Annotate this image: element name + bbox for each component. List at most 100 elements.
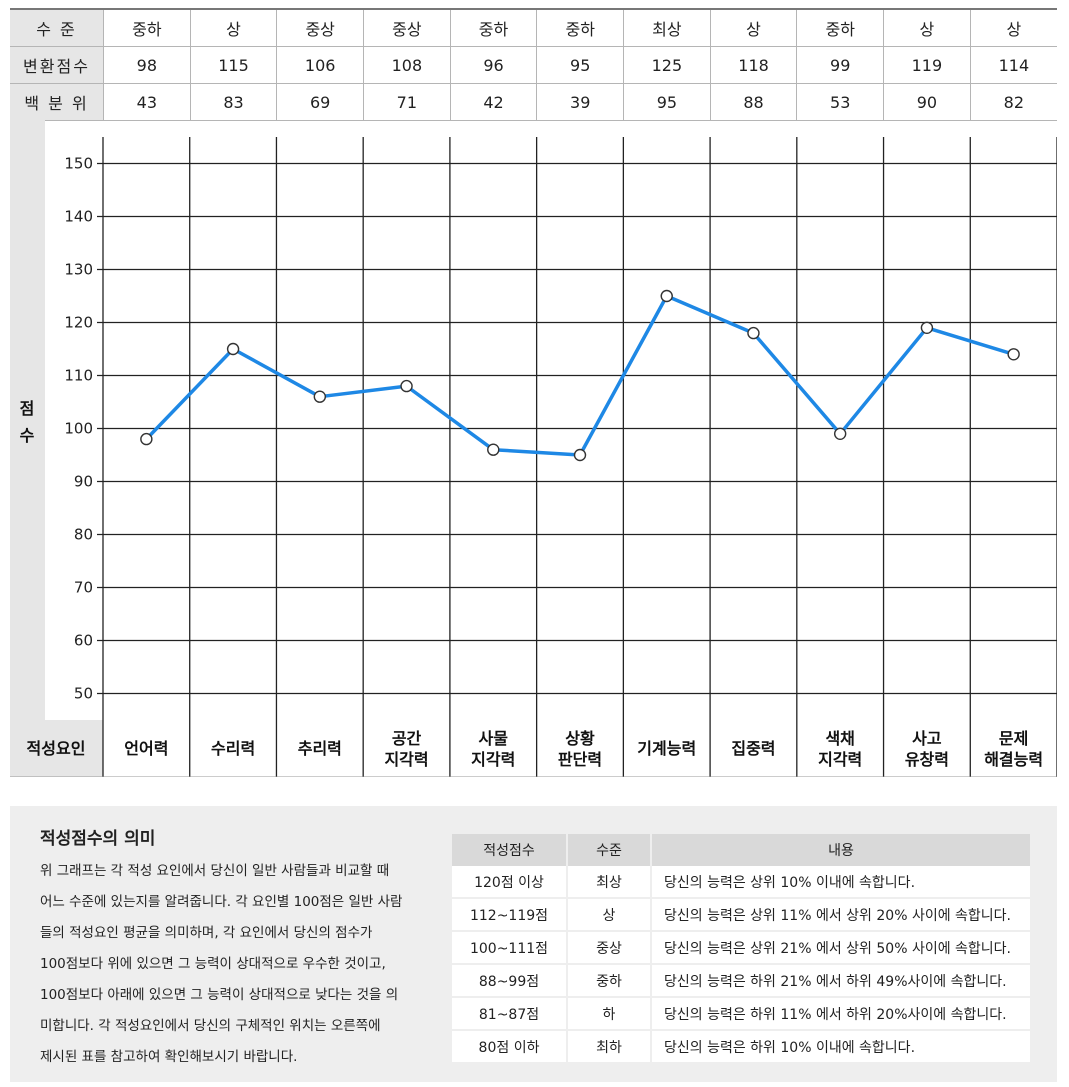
category-label: 수리력 <box>211 739 255 758</box>
level-cell: 상 <box>190 8 278 47</box>
score-cell: 119 <box>883 46 971 84</box>
info-text-line: 위 그래프는 각 적성 요인에서 당신이 일반 사람들과 비교할 때 <box>40 863 390 879</box>
level-table-row: 81~87점 하 당신의 능력은 하위 11% 에서 하위 20%사이에 속합니다. <box>452 997 1030 1031</box>
level-table-header: 수준 <box>567 834 652 866</box>
category-label: 상황 <box>565 729 595 748</box>
y-tick-label: 150 <box>64 155 93 173</box>
y-tick-label: 140 <box>64 208 93 226</box>
level-cell: 중상 <box>276 8 365 47</box>
description-cell: 당신의 능력은 하위 11% 에서 하위 20%사이에 속합니다. <box>651 997 1030 1031</box>
info-text-line: 100점보다 아래에 있으면 그 능력이 상대적으로 낮다는 것을 의 <box>40 987 399 1003</box>
level-cell: 중하 <box>450 8 538 47</box>
category-label: 유창력 <box>905 750 949 769</box>
category-label: 문제 <box>999 729 1028 748</box>
score-range-cell: 112~119점 <box>452 898 568 932</box>
score-cell: 108 <box>363 46 451 84</box>
percentile-cell: 39 <box>536 83 625 121</box>
description-cell: 당신의 능력은 상위 11% 에서 상위 20% 사이에 속합니다. <box>651 898 1030 932</box>
category-label: 지각력 <box>818 750 862 769</box>
description-cell: 당신의 능력은 하위 10% 이내에 속합니다. <box>651 1030 1030 1064</box>
percentile-cell: 83 <box>190 83 278 121</box>
level-cell: 최상 <box>623 8 711 47</box>
score-cell: 98 <box>103 46 191 84</box>
category-label: 집중력 <box>731 739 775 758</box>
category-label: 언어력 <box>124 739 168 758</box>
score-cell: 95 <box>536 46 625 84</box>
ylabel-band <box>10 117 45 777</box>
level-cell: 중하 <box>536 8 625 47</box>
score-range-cell: 100~111점 <box>452 931 568 965</box>
description-cell: 당신의 능력은 하위 21% 에서 하위 49%사이에 속합니다. <box>651 964 1030 998</box>
info-text: 위 그래프는 각 적성 요인에서 당신이 일반 사람들과 비교할 때 어느 수준에… <box>40 856 440 1073</box>
score-cell: 114 <box>970 46 1057 84</box>
data-point <box>226 342 240 356</box>
category-row-bg <box>103 720 1057 777</box>
level-cell: 상 <box>710 8 798 47</box>
info-text-line: 들의 적성요인 평균을 의미하며, 각 요인에서 당신의 점수가 <box>40 925 373 941</box>
level-cell: 하 <box>567 997 652 1031</box>
summary-row-score: 변환점수 98 115 106 108 96 95 125 118 99 119 114 <box>10 46 1057 84</box>
level-cell: 상 <box>970 8 1057 47</box>
percentile-cell: 53 <box>796 83 885 121</box>
score-cell: 96 <box>450 46 538 84</box>
category-label: 해결능력 <box>984 750 1043 769</box>
level-table-row: 112~119점 상 당신의 능력은 상위 11% 에서 상위 20% 사이에 속합… <box>452 898 1030 932</box>
y-tick-label: 100 <box>64 420 93 438</box>
level-table-row: 100~111점 중상 당신의 능력은 상위 21% 에서 상위 50% 사이에 속… <box>452 931 1030 965</box>
data-point <box>573 448 587 462</box>
y-axis-label: 점 <box>20 399 35 418</box>
score-cell: 125 <box>623 46 711 84</box>
level-table: 적성점수 수준 내용 120점 이상 최상 당신의 능력은 상위 10% 이내에 속합니… <box>452 834 1030 1064</box>
description-cell: 당신의 능력은 상위 10% 이내에 속합니다. <box>651 866 1030 899</box>
level-cell: 중하 <box>567 964 652 998</box>
level-table-header: 적성점수 <box>452 834 568 866</box>
category-label: 지각력 <box>471 750 515 769</box>
level-cell: 중상 <box>363 8 451 47</box>
category-label: 사고 <box>912 729 942 748</box>
score-range-cell: 81~87점 <box>452 997 568 1031</box>
data-point <box>140 432 153 446</box>
y-tick-label: 120 <box>64 314 93 332</box>
score-range-cell: 120점 이상 <box>452 866 568 899</box>
score-cell: 106 <box>276 46 365 84</box>
row-header-level: 수 준 <box>10 8 104 47</box>
level-cell: 중하 <box>796 8 885 47</box>
level-table-row: 88~99점 중하 당신의 능력은 하위 21% 에서 하위 49%사이에 속합니다… <box>452 964 1030 998</box>
data-point <box>660 289 673 303</box>
summary-row-level: 수 준 중하 상 중상 중상 중하 중하 최상 상 중하 상 상 <box>10 8 1057 47</box>
y-tick-label: 90 <box>74 473 93 491</box>
data-point <box>747 326 760 340</box>
percentile-cell: 82 <box>970 83 1057 121</box>
y-tick-label: 60 <box>74 632 93 650</box>
row-header-percentile: 백 분 위 <box>10 83 104 121</box>
level-cell: 중상 <box>567 931 652 965</box>
percentile-cell: 95 <box>623 83 711 121</box>
percentile-cell: 69 <box>276 83 365 121</box>
info-text-line: 제시된 표를 참고하여 확인해보시기 바랍니다. <box>40 1049 298 1065</box>
percentile-cell: 90 <box>883 83 971 121</box>
y-tick-label: 80 <box>74 526 93 544</box>
data-point <box>833 427 847 440</box>
y-tick-label: 110 <box>64 367 93 385</box>
score-range-cell: 80점 이하 <box>452 1030 568 1064</box>
level-table-row: 120점 이상 최상 당신의 능력은 상위 10% 이내에 속합니다. <box>452 866 1030 899</box>
category-label: 색채 <box>825 729 854 748</box>
description-cell: 당신의 능력은 상위 21% 에서 상위 50% 사이에 속합니다. <box>651 931 1030 965</box>
category-label: 지각력 <box>384 750 428 769</box>
level-table-header: 내용 <box>651 834 1030 866</box>
score-cell: 99 <box>796 46 885 84</box>
summary-table: 수 준 중하 상 중상 중상 중하 중하 최상 상 중하 상 상 변환점수 98 115 106 108 96 95… <box>10 8 1057 121</box>
level-cell: 상 <box>567 898 652 932</box>
percentile-cell: 71 <box>363 83 451 121</box>
percentile-cell: 88 <box>710 83 798 121</box>
score-range-cell: 88~99점 <box>452 964 568 998</box>
y-axis-label: 수 <box>20 426 35 445</box>
category-label: 사물 <box>479 729 509 748</box>
x-axis-label: 적성요인 <box>27 739 86 758</box>
level-cell: 상 <box>883 8 971 47</box>
summary-row-percentile: 백 분 위 43 83 69 71 42 39 95 88 53 90 82 <box>10 83 1057 121</box>
data-point <box>920 321 934 335</box>
percentile-cell: 42 <box>450 83 538 121</box>
percentile-cell: 43 <box>103 83 191 121</box>
